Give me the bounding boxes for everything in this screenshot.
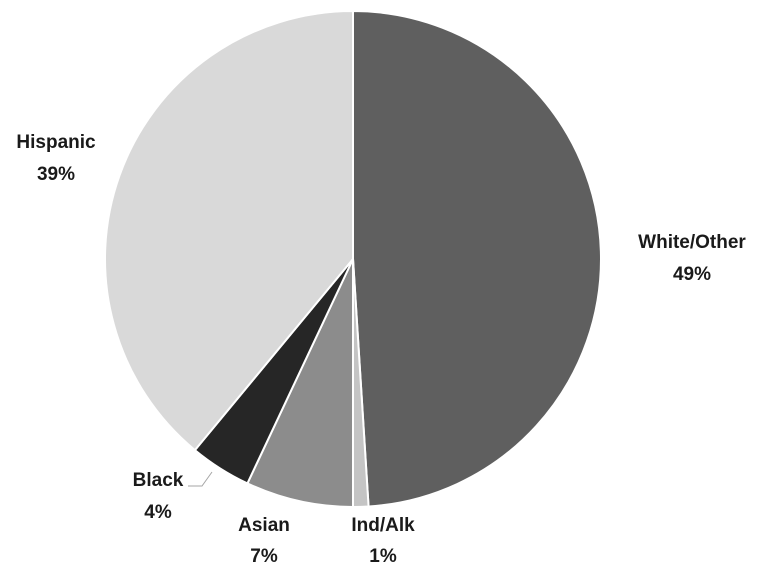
slice-label-asian: Asian [238,515,290,536]
pie-slice-white-other [352,9,602,508]
slice-labels: White/Other 49% Ind/Alk 1% Asian 7% Black 4% His… [16,132,746,567]
slice-value-white-other: 49% [673,264,711,285]
slice-value-asian: 7% [250,546,278,567]
slice-label-hispanic: Hispanic [16,132,96,153]
pie-slice-hispanic [104,9,354,452]
slice-label-ind-alk: Ind/Alk [351,515,415,536]
leader-line-black [188,471,213,487]
pie-slices [104,9,602,509]
slice-value-black: 4% [144,502,172,523]
slice-value-ind-alk: 1% [369,546,397,567]
pie-slice-asian [246,258,354,509]
slice-label-white-other: White/Other [638,232,746,253]
leader-lines [188,471,213,487]
slice-label-black: Black [133,470,184,491]
slice-value-hispanic: 39% [37,164,75,185]
